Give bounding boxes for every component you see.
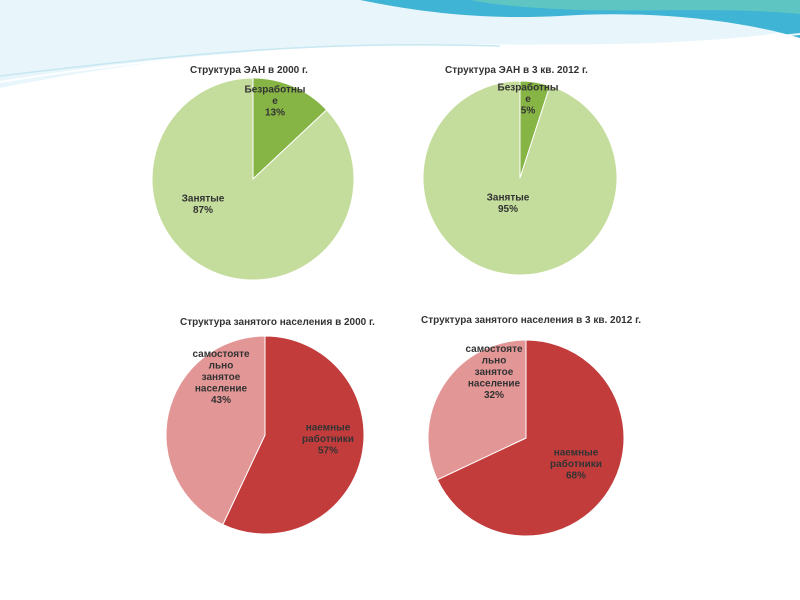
- pie-slice-label: Занятые 87%: [182, 193, 225, 216]
- pie-chart-employed-2012: наемные работники 68% самостояте льно занятое…: [427, 339, 625, 537]
- pie-slice-label: Безработны е 13%: [245, 84, 306, 119]
- pie-slice-label: наемные работники 68%: [550, 448, 602, 482]
- header-wave-decoration: [0, 0, 800, 88]
- pie-slice-label: самостояте льно занятое население 43%: [192, 349, 250, 406]
- pie-slice: [252, 77, 328, 181]
- pie-chart-employed-2000: наемные работники 57% самостояте льно занятое…: [165, 335, 365, 535]
- chart-title-eap-2000: Структура ЭАН в 2000 г.: [190, 65, 308, 76]
- pie-slice: [151, 77, 355, 281]
- pie-slice-label: Занятые 95%: [487, 192, 530, 215]
- pie-chart-eap-2012: Безработны е 5% Занятые 95%: [422, 80, 618, 276]
- chart-title-eap-2012: Структура ЭАН в 3 кв. 2012 г.: [445, 65, 588, 76]
- pie-slice: [422, 80, 618, 276]
- pie-chart-eap-2000: Безработны е 13% Занятые 87%: [151, 77, 355, 281]
- chart-title-employed-2000: Структура занятого населения в 2000 г.: [180, 317, 375, 328]
- pie-slice: [222, 335, 365, 535]
- chart-title-employed-2012: Структура занятого населения в 3 кв. 201…: [421, 315, 642, 326]
- pie-slice: [427, 339, 527, 481]
- pie-slice: [436, 339, 625, 537]
- pie-slice-label: Безработны е 5%: [498, 82, 559, 117]
- pie-slice: [165, 335, 266, 526]
- pie-slice-label: самостояте льно занятое население 32%: [465, 344, 523, 401]
- pie-slice-label: наемные работники 57%: [302, 423, 354, 457]
